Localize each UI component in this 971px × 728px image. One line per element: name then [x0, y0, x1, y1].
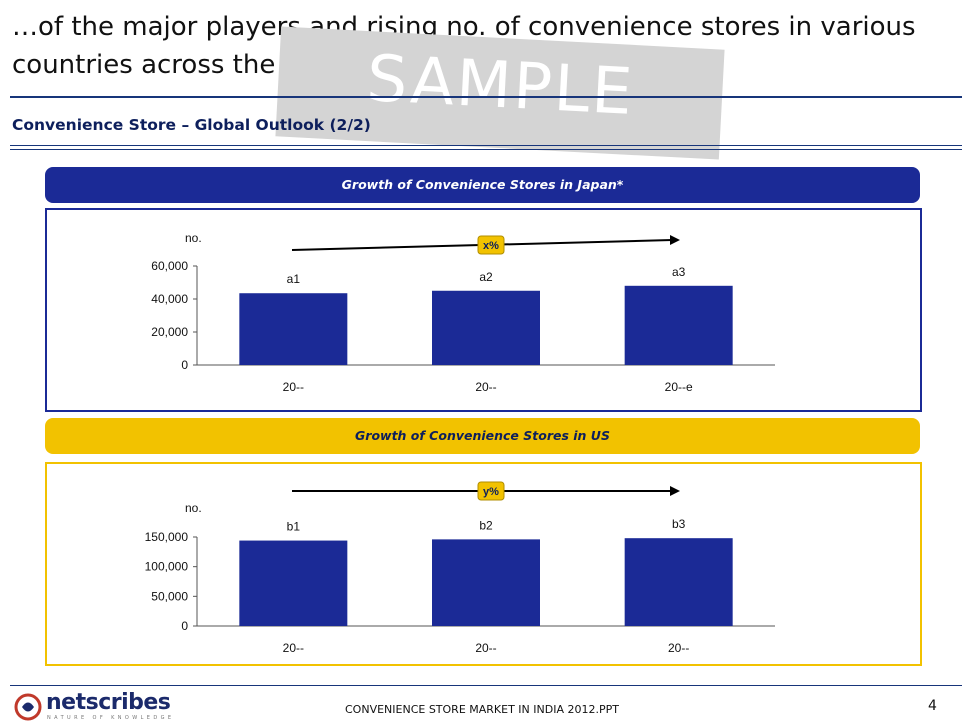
japan-chart-y-tick-label: 20,000	[151, 325, 188, 339]
japan-chart-y-tick-label: 60,000	[151, 259, 188, 273]
japan-chart-y-tick-label: 40,000	[151, 292, 188, 306]
us-chart-growth-arrowhead	[670, 486, 680, 496]
us-chart-bar	[624, 538, 733, 626]
sample-watermark: SAMPLE	[275, 26, 725, 160]
us-chart-growth-label: y%	[483, 486, 499, 498]
netscribes-logo: netscribes NATURE OF KNOWLEDGE	[14, 690, 171, 722]
logo-tagline: NATURE OF KNOWLEDGE	[47, 715, 175, 721]
netscribes-logo-icon	[14, 693, 42, 721]
us-chart-data-label: b1	[287, 520, 301, 534]
us-bar-chart: 0 50,000 100,000 150,000 no. b1 20-- b2 20-- b3 20…	[145, 481, 775, 655]
japan-chart-growth-label: x%	[483, 240, 499, 252]
japan-chart-panel: 0 20,000 40,000 60,000 no. a1 20-- a2 20-- a3 20--…	[45, 208, 922, 412]
us-chart-data-label: b2	[479, 518, 493, 532]
us-chart-y-tick-label: 0	[181, 619, 188, 633]
japan-chart-bar	[239, 293, 348, 365]
footer-divider	[10, 685, 962, 686]
us-chart-data-label: b3	[672, 517, 686, 531]
us-chart-x-tick-label: 20--	[475, 641, 496, 655]
japan-chart-data-label: a1	[287, 272, 301, 286]
japan-chart-growth-badge	[477, 235, 505, 255]
us-chart-bar	[239, 540, 348, 626]
us-chart-bar	[432, 539, 540, 626]
japan-chart-y-unit-label: no.	[185, 231, 202, 245]
us-chart-panel: 0 50,000 100,000 150,000 no. b1 20-- b2 20-- b3 20…	[45, 462, 922, 666]
japan-chart-growth-arrowhead	[670, 235, 680, 245]
japan-chart-banner: Growth of Convenience Stores in Japan*	[45, 167, 920, 203]
footer-document-name: CONVENIENCE STORE MARKET IN INDIA 2012.P…	[345, 703, 619, 716]
us-chart-x-tick-label: 20--	[668, 641, 689, 655]
japan-chart-x-tick-label: 20--	[475, 380, 496, 394]
us-chart-y-tick-label: 50,000	[151, 589, 188, 603]
japan-chart-x-tick-label: 20--e	[665, 380, 693, 394]
us-chart-banner: Growth of Convenience Stores in US	[45, 418, 920, 454]
japan-chart-x-tick-label: 20--	[283, 380, 304, 394]
page-number: 4	[928, 698, 937, 714]
japan-bar-chart: 0 20,000 40,000 60,000 no. a1 20-- a2 20-- a3 20--…	[151, 231, 775, 394]
us-chart-y-tick-label: 150,000	[145, 530, 189, 544]
us-chart-y-unit-label: no.	[185, 501, 202, 515]
japan-chart-bar	[624, 285, 733, 365]
logo-wordmark: netscribes	[46, 690, 171, 715]
japan-chart-data-label: a3	[672, 265, 686, 279]
japan-chart-bar	[432, 290, 540, 365]
us-chart-x-tick-label: 20--	[283, 641, 304, 655]
us-chart-growth-badge	[477, 481, 505, 501]
japan-chart-y-tick-label: 0	[181, 358, 188, 372]
subtitle-divider	[10, 145, 962, 150]
title-divider	[10, 96, 962, 98]
us-chart-y-tick-label: 100,000	[145, 560, 189, 574]
section-subtitle: Convenience Store – Global Outlook (2/2)	[12, 116, 371, 134]
japan-chart-data-label: a2	[479, 270, 493, 284]
